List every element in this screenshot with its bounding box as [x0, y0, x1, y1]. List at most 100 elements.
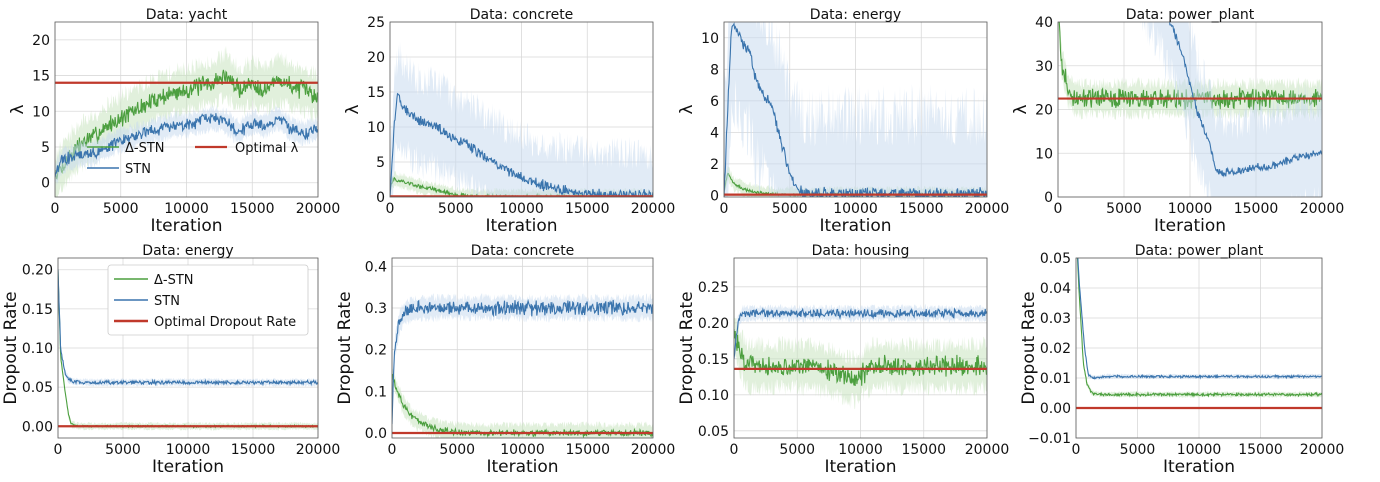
chart-panel-8: −0.01 0.00 0.01 0.02 0.03 0.04 0.05 0 5000 10000 1…	[1019, 243, 1345, 477]
x-tick-label: 5000	[1106, 201, 1142, 217]
chart-title: Data: energy	[142, 243, 233, 259]
y-tick-label: 0.02	[1040, 341, 1071, 357]
axes-frame	[54, 21, 319, 198]
legend-label-stn: STN	[154, 294, 180, 309]
legend-label-delta-stn: Δ-STN	[125, 141, 165, 156]
x-tick-label: 20000	[965, 201, 1010, 217]
chart-title: Data: yacht	[146, 7, 228, 23]
y-axis-label: λ	[1011, 104, 1031, 114]
y-tick-label: 0.05	[22, 380, 53, 396]
x-tick-label: 10000	[166, 442, 211, 458]
series-band-stn	[734, 304, 987, 367]
chart-panel-3: 0 2 4 6 8 10 0 5000 10000 15000 20000 Data: energy I…	[677, 7, 1010, 236]
series-band-delta_stn	[734, 304, 987, 410]
y-axis-label: λ	[8, 104, 28, 114]
series-band-delta_stn	[392, 363, 653, 438]
x-tick-label: 20000	[1300, 442, 1345, 458]
axes-frame	[733, 257, 988, 439]
y-tick-label: −0.01	[1028, 431, 1071, 447]
y-tick-label: 0.03	[1040, 311, 1071, 327]
y-tick-label: 0	[376, 190, 385, 206]
x-tick-label: 10000	[164, 201, 209, 217]
x-axis-label: Iteration	[486, 457, 558, 477]
x-axis-label: Iteration	[485, 216, 557, 236]
x-tick-label: 10000	[838, 442, 883, 458]
chart-panel-5: 0.00 0.05 0.10 0.15 0.20 0 5000 10000 15000 20000…	[1, 243, 340, 477]
x-tick-label: 10000	[499, 201, 544, 217]
x-tick-label: 5000	[1120, 442, 1156, 458]
x-axis-label: Iteration	[152, 457, 224, 477]
x-tick-label: 15000	[901, 442, 946, 458]
axes-frame	[723, 21, 988, 198]
x-tick-label: 20000	[631, 442, 676, 458]
y-tick-label: 0.15	[698, 352, 729, 368]
x-tick-label: 15000	[899, 201, 944, 217]
x-tick-label: 10000	[1168, 201, 1213, 217]
y-tick-label: 10	[1035, 146, 1053, 162]
y-tick-label: 0.05	[698, 424, 729, 440]
y-tick-label: 2	[710, 157, 719, 173]
x-tick-label: 0	[730, 442, 739, 458]
plot-area	[390, 42, 653, 197]
legend-label-optimal: Optimal λ	[235, 141, 299, 156]
x-tick-label: 0	[1054, 201, 1063, 217]
series-band-stn	[724, 22, 987, 197]
y-tick-label: 0.0	[365, 426, 387, 442]
x-tick-label: 15000	[1238, 442, 1283, 458]
y-axis-label: Dropout Rate	[335, 291, 355, 404]
y-tick-label: 0.20	[22, 263, 53, 279]
y-tick-label: 0	[1044, 190, 1053, 206]
series-line-delta_stn	[1076, 258, 1322, 398]
plot-area	[1058, 22, 1322, 197]
y-tick-label: 5	[376, 155, 385, 171]
x-tick-label: 10000	[833, 201, 878, 217]
x-tick-label: 15000	[230, 201, 275, 217]
y-tick-label: 0.10	[698, 388, 729, 404]
x-axis-label: Iteration	[1163, 457, 1235, 477]
y-tick-label: 4	[710, 125, 719, 141]
x-tick-label: 10000	[1177, 442, 1222, 458]
series-band-stn	[1112, 22, 1322, 197]
series-line-stn	[392, 298, 653, 425]
x-tick-label: 5000	[103, 201, 139, 217]
y-axis-label: λ	[343, 104, 363, 114]
x-tick-label: 0	[720, 201, 729, 217]
y-tick-label: 0.20	[698, 316, 729, 332]
x-tick-label: 20000	[296, 201, 341, 217]
x-tick-label: 0	[54, 442, 63, 458]
x-tick-label: 15000	[565, 201, 610, 217]
x-tick-label: 0	[51, 201, 60, 217]
x-tick-label: 10000	[500, 442, 545, 458]
y-tick-label: 0.05	[1040, 251, 1071, 267]
x-tick-label: 0	[388, 442, 397, 458]
y-tick-label: 0.01	[1040, 371, 1071, 387]
y-tick-label: 40	[1035, 15, 1053, 31]
legend-label-stn: STN	[125, 162, 151, 177]
x-tick-label: 20000	[965, 442, 1010, 458]
y-axis-label: λ	[677, 104, 697, 114]
series-band-stn	[55, 103, 318, 190]
chart-title: Data: power_plant	[1126, 7, 1255, 23]
y-tick-label: 5	[41, 140, 50, 156]
y-tick-label: 15	[367, 85, 385, 101]
series-line-stn	[1077, 258, 1322, 380]
x-tick-label: 15000	[1234, 201, 1279, 217]
series-band-stn	[390, 42, 653, 197]
y-tick-label: 8	[710, 62, 719, 78]
plot-area	[1076, 258, 1322, 410]
x-tick-label: 5000	[779, 442, 815, 458]
plot-area	[55, 45, 318, 197]
y-tick-label: 0.3	[365, 301, 387, 317]
axes-frame	[1075, 257, 1323, 439]
y-tick-label: 0.04	[1040, 281, 1071, 297]
y-axis-label: Dropout Rate	[1019, 291, 1039, 404]
y-tick-label: 0.25	[698, 280, 729, 296]
x-tick-label: 0	[1072, 442, 1081, 458]
y-tick-label: 0.15	[22, 302, 53, 318]
legend-box	[107, 264, 309, 336]
legend-label-delta_stn: Δ-STN	[154, 273, 194, 288]
y-axis-label: Dropout Rate	[677, 291, 697, 404]
y-tick-label: 10	[32, 104, 50, 120]
chart-panel-6: 0.0 0.1 0.2 0.3 0.4 0 5000 10000 15000 20000 Data:…	[335, 243, 675, 477]
